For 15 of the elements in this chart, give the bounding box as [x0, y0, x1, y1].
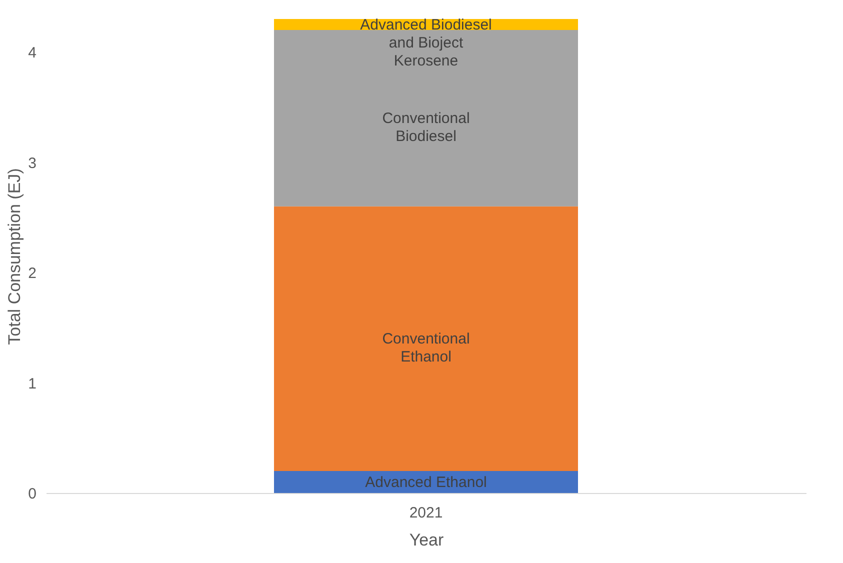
bar: [274, 206, 578, 471]
bar: [274, 470, 578, 493]
series-label: Advanced Ethanol: [365, 474, 487, 491]
x-tick-label: 2021: [409, 504, 443, 522]
bar: [274, 30, 578, 206]
x-axis-title: Year: [409, 530, 444, 550]
y-axis-title: Total Consumption (EJ): [5, 168, 24, 345]
series-label: Conventional Biodiesel: [382, 110, 470, 146]
series-label: Advanced Biodiesel and Bioject Kerosene: [360, 16, 492, 70]
y-tick-label: 4: [28, 44, 36, 62]
y-tick-label: 0: [28, 486, 36, 502]
y-tick-label: 1: [28, 375, 36, 392]
y-tick-label: 3: [28, 154, 36, 172]
series-label: Conventional Ethanol: [382, 330, 470, 366]
y-tick-label: 2: [28, 265, 36, 282]
